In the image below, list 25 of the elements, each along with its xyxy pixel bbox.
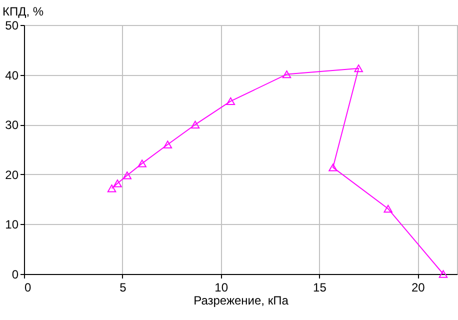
y-tick-label: 30 (5, 118, 19, 132)
y-tick-label: 0 (12, 268, 19, 282)
x-tick-label: 20 (411, 280, 426, 294)
point (282, 70, 292, 78)
x-tick-label: 0 (24, 280, 32, 294)
y-tick-label: 40 (5, 68, 19, 82)
point (107, 184, 116, 192)
point (226, 97, 236, 106)
point (190, 120, 200, 128)
point (384, 204, 392, 213)
point (113, 180, 122, 188)
point (438, 270, 448, 278)
x-tick-label: 10 (214, 280, 228, 294)
x-axis-title: Разрежение, кПа (194, 294, 289, 308)
x-tick-label: 15 (313, 280, 327, 294)
point (122, 172, 132, 180)
point (163, 140, 172, 148)
y-axis-title: КПД, % (2, 4, 44, 18)
y-tick-label: 20 (5, 168, 19, 182)
point (354, 64, 363, 72)
y-tick-label: 50 (5, 18, 19, 32)
x-tick-label: 5 (120, 280, 127, 294)
point (328, 164, 338, 172)
point (138, 160, 146, 168)
y-tick-label: 10 (5, 218, 19, 232)
